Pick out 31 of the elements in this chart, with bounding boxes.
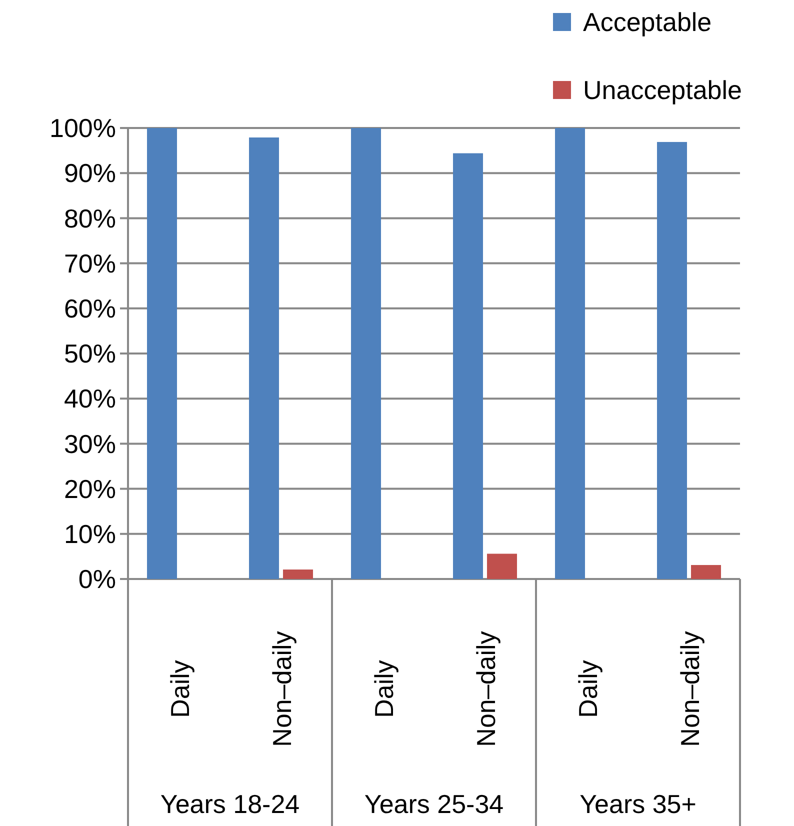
y-tick-label: 60% <box>64 294 116 324</box>
y-tick-label: 10% <box>64 519 116 549</box>
bar <box>657 142 687 579</box>
bar <box>487 554 517 579</box>
y-tick-label: 50% <box>64 338 116 369</box>
legend-label: Unacceptable <box>583 75 742 106</box>
x-tick-label: Daily <box>165 660 195 718</box>
y-tick-label: 80% <box>64 203 116 234</box>
y-tick-label: 20% <box>64 474 116 504</box>
x-tick-label: Non–daily <box>267 631 297 747</box>
y-tick-label: 100% <box>50 113 116 144</box>
bar <box>283 570 313 579</box>
x-tick-label: Non–daily <box>675 631 705 747</box>
y-tick-label: 90% <box>64 158 116 188</box>
bar <box>249 137 279 579</box>
bar <box>147 128 177 579</box>
x-tick-label: Daily <box>369 660 399 718</box>
legend-label: Acceptable <box>583 7 712 38</box>
y-tick-label: 70% <box>64 248 116 278</box>
y-tick-label: 30% <box>64 428 116 459</box>
x-tick-label: Non–daily <box>471 631 501 747</box>
text: Years 18-24 <box>160 789 300 819</box>
bar <box>555 128 585 579</box>
y-tick-label: 0% <box>78 564 116 594</box>
x-tick-label: Daily <box>573 660 603 718</box>
text: Years 25-34 <box>364 789 504 819</box>
y-tick-label: 40% <box>64 384 116 414</box>
bar <box>351 128 381 579</box>
text: Years 35+ <box>580 789 696 819</box>
bar <box>453 153 483 579</box>
bar <box>691 565 721 579</box>
